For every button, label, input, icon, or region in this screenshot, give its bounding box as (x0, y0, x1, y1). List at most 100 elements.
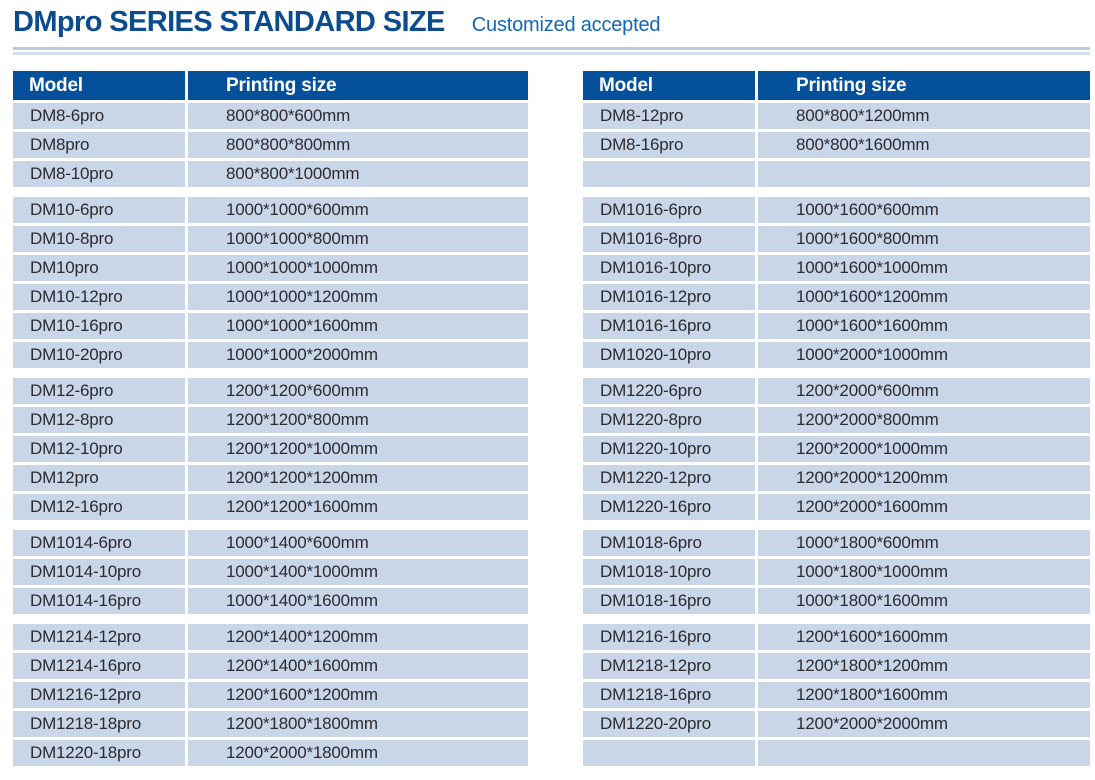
column-header-model: Model (583, 71, 755, 100)
table-row: DM1218-12pro 1200*1800*1200mm (583, 653, 1090, 679)
table-row: DM1220-8pro 1200*2000*800mm (583, 407, 1090, 433)
printing-size-cell: 1200*2000*1200mm (758, 465, 1090, 491)
model-cell: DM1220-8pro (583, 407, 755, 433)
printing-size-cell: 1200*1200*1600mm (188, 494, 528, 520)
table-row-empty (583, 740, 1090, 766)
model-cell: DM12-6pro (13, 378, 185, 404)
row-group: DM1018-6pro 1000*1800*600mm DM1018-10pro 10… (583, 530, 1090, 617)
model-cell: DM8-6pro (13, 103, 185, 129)
table-row: DM12-16pro 1200*1200*1600mm (13, 494, 528, 520)
printing-size-cell: 1000*1000*1600mm (188, 313, 528, 339)
table-row: DM1216-16pro 1200*1600*1600mm (583, 624, 1090, 650)
model-cell: DM8-12pro (583, 103, 755, 129)
row-group: DM1216-16pro 1200*1600*1600mm DM1218-12pro… (583, 624, 1090, 769)
table-row: DM1014-10pro 1000*1400*1000mm (13, 559, 528, 585)
row-group: DM8-6pro 800*800*600mm DM8pro 800*800*800mm… (13, 103, 528, 190)
table-row: DM10-16pro 1000*1000*1600mm (13, 313, 528, 339)
table-row: DM1214-16pro 1200*1400*1600mm (13, 653, 528, 679)
printing-size-cell: 1200*2000*800mm (758, 407, 1090, 433)
model-cell: DM12-8pro (13, 407, 185, 433)
table-row: DM8-10pro 800*800*1000mm (13, 161, 528, 187)
table-row: DM1020-10pro 1000*2000*1000mm (583, 342, 1090, 368)
model-cell: DM1018-10pro (583, 559, 755, 585)
table-row: DM12-6pro 1200*1200*600mm (13, 378, 528, 404)
table-row: DM10-6pro 1000*1000*600mm (13, 197, 528, 223)
table-row: DM1014-6pro 1000*1400*600mm (13, 530, 528, 556)
table-row: DM1016-16pro 1000*1600*1600mm (583, 313, 1090, 339)
table-row: DM1220-18pro 1200*2000*1800mm (13, 740, 528, 766)
printing-size-cell: 1000*1000*2000mm (188, 342, 528, 368)
table-row: DM12-10pro 1200*1200*1000mm (13, 436, 528, 462)
printing-size-cell: 1000*1600*1200mm (758, 284, 1090, 310)
table-row: DM1220-10pro 1200*2000*1000mm (583, 436, 1090, 462)
printing-size-cell: 1000*1400*1600mm (188, 588, 528, 614)
printing-size-cell (758, 161, 1090, 187)
model-cell: DM1220-16pro (583, 494, 755, 520)
printing-size-cell: 1200*1600*1600mm (758, 624, 1090, 650)
page-subtitle: Customized accepted (471, 14, 661, 36)
table-row: DM10pro 1000*1000*1000mm (13, 255, 528, 281)
row-group: DM1014-6pro 1000*1400*600mm DM1014-10pro 10… (13, 530, 528, 617)
model-cell: DM10-6pro (13, 197, 185, 223)
printing-size-cell: 1000*1600*1000mm (758, 255, 1090, 281)
model-cell: DM1220-12pro (583, 465, 755, 491)
printing-size-cell: 1200*2000*2000mm (758, 711, 1090, 737)
model-cell: DM1018-6pro (583, 530, 755, 556)
column-header-model: Model (13, 71, 185, 100)
column-header-printing-size: Printing size (188, 71, 528, 100)
table-body: DM8-6pro 800*800*600mm DM8pro 800*800*800mm… (13, 103, 528, 769)
table-row: DM1016-8pro 1000*1600*800mm (583, 226, 1090, 252)
table-row: DM1018-16pro 1000*1800*1600mm (583, 588, 1090, 614)
model-cell: DM8-16pro (583, 132, 755, 158)
model-cell: DM10pro (13, 255, 185, 281)
model-cell: DM10-20pro (13, 342, 185, 368)
table-row: DM1214-12pro 1200*1400*1200mm (13, 624, 528, 650)
printing-size-cell: 800*800*800mm (188, 132, 528, 158)
title-divider (13, 47, 1090, 55)
table-row: DM8pro 800*800*800mm (13, 132, 528, 158)
table-row: DM1220-12pro 1200*2000*1200mm (583, 465, 1090, 491)
printing-size-cell: 1000*1800*600mm (758, 530, 1090, 556)
model-cell: DM1218-12pro (583, 653, 755, 679)
table-row: DM1016-12pro 1000*1600*1200mm (583, 284, 1090, 310)
row-group: DM1214-12pro 1200*1400*1200mm DM1214-16pro… (13, 624, 528, 769)
printing-size-cell: 1200*1200*1000mm (188, 436, 528, 462)
table-row: DM1018-6pro 1000*1800*600mm (583, 530, 1090, 556)
page-title: DMpro SERIES STANDARD SIZE (13, 6, 445, 38)
printing-size-cell: 1200*2000*1600mm (758, 494, 1090, 520)
model-cell: DM8-10pro (13, 161, 185, 187)
printing-size-cell: 1000*1000*1000mm (188, 255, 528, 281)
divider-line-top (13, 47, 1090, 50)
printing-size-cell: 1200*1800*1800mm (188, 711, 528, 737)
printing-size-cell: 1000*1000*1200mm (188, 284, 528, 310)
printing-size-cell: 1000*1600*1600mm (758, 313, 1090, 339)
table-row: DM12-8pro 1200*1200*800mm (13, 407, 528, 433)
model-cell: DM1014-10pro (13, 559, 185, 585)
table-row: DM8-12pro 800*800*1200mm (583, 103, 1090, 129)
model-cell: DM1014-16pro (13, 588, 185, 614)
column-header-printing-size: Printing size (758, 71, 1090, 100)
model-cell: DM1214-16pro (13, 653, 185, 679)
printing-size-cell: 1200*1400*1200mm (188, 624, 528, 650)
table-row: DM1216-12pro 1200*1600*1200mm (13, 682, 528, 708)
model-cell: DM1016-8pro (583, 226, 755, 252)
row-group: DM1016-6pro 1000*1600*600mm DM1016-8pro 100… (583, 197, 1090, 371)
table-body: DM8-12pro 800*800*1200mm DM8-16pro 800*800*… (583, 103, 1090, 769)
printing-size-cell: 800*800*600mm (188, 103, 528, 129)
printing-size-cell: 1200*1200*600mm (188, 378, 528, 404)
model-cell: DM10-12pro (13, 284, 185, 310)
row-group: DM8-12pro 800*800*1200mm DM8-16pro 800*800*… (583, 103, 1090, 190)
printing-size-cell: 1000*1000*600mm (188, 197, 528, 223)
table-row: DM10-12pro 1000*1000*1200mm (13, 284, 528, 310)
size-table-right: Model Printing size DM8-12pro 800*800*120… (583, 71, 1090, 769)
table-row: DM10-8pro 1000*1000*800mm (13, 226, 528, 252)
model-cell: DM1016-10pro (583, 255, 755, 281)
table-row: DM1016-6pro 1000*1600*600mm (583, 197, 1090, 223)
table-header-row: Model Printing size (583, 71, 1090, 100)
model-cell: DM1220-20pro (583, 711, 755, 737)
printing-size-cell: 1200*2000*1800mm (188, 740, 528, 766)
printing-size-cell: 1000*1800*1600mm (758, 588, 1090, 614)
printing-size-cell: 800*800*1000mm (188, 161, 528, 187)
row-group: DM1220-6pro 1200*2000*600mm DM1220-8pro 120… (583, 378, 1090, 523)
model-cell: DM1220-18pro (13, 740, 185, 766)
